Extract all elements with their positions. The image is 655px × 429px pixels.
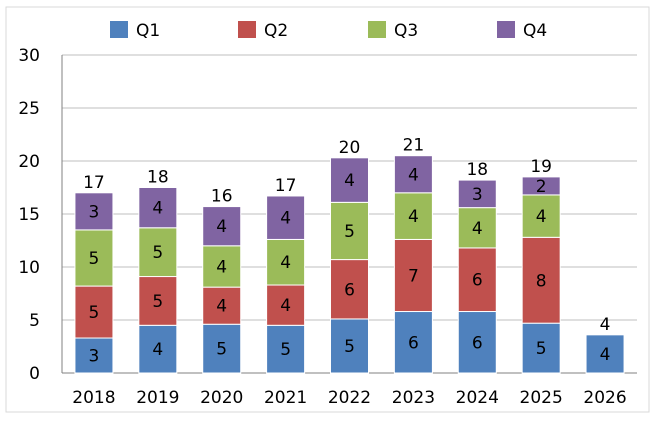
bar-segment-q1-2018 [74, 337, 114, 374]
legend-swatch-q1 [110, 21, 128, 38]
y-tick-label: 10 [18, 258, 40, 278]
bar-segment-q3-2024 [457, 207, 497, 249]
bar-segment-q3-2025 [521, 194, 561, 238]
data-label-q4-2025: 2 [536, 177, 547, 197]
data-label-q1-2018: 3 [89, 347, 100, 367]
data-label-q1-2021: 5 [280, 340, 291, 360]
data-label-q4-2020: 4 [216, 217, 227, 237]
bar-segment-q1-2024 [457, 311, 497, 374]
data-label-q2-2022: 6 [344, 280, 355, 300]
legend-swatch-q2 [238, 21, 256, 38]
data-label-q3-2018: 5 [89, 249, 100, 269]
total-label-2022: 20 [339, 138, 361, 158]
data-label-q3-2025: 4 [536, 207, 547, 227]
y-tick-label: 25 [18, 99, 40, 119]
total-label-2025: 19 [530, 157, 552, 177]
bar-segment-q3-2022 [330, 201, 369, 261]
bar-segment-q2-2022 [330, 259, 369, 320]
data-label-q2-2020: 4 [216, 297, 227, 317]
data-label-q1-2024: 6 [472, 333, 483, 353]
data-label-q1-2026: 4 [600, 345, 611, 365]
total-label-2021: 17 [275, 176, 297, 196]
bar-segment-q4-2021 [266, 195, 306, 240]
data-label-q3-2020: 4 [216, 257, 227, 277]
data-label-q4-2019: 4 [152, 199, 163, 219]
x-tick-label-2019: 2019 [136, 388, 179, 408]
y-tick-label: 30 [18, 46, 40, 66]
data-label-q1-2023: 6 [408, 333, 419, 353]
legend-swatch-q3 [368, 21, 386, 38]
data-label-q4-2021: 4 [280, 209, 291, 229]
bar-segment-q1-2023 [393, 311, 433, 374]
bar-segment-q1-2026 [585, 334, 625, 374]
x-tick-label-2018: 2018 [72, 388, 115, 408]
legend-label-q1: Q1 [136, 21, 160, 41]
bar-segment-q3-2020 [202, 245, 242, 288]
x-tick-label-2024: 2024 [456, 388, 499, 408]
data-label-q1-2020: 5 [216, 340, 227, 360]
bar-segment-q4-2019 [138, 187, 178, 229]
data-label-q3-2021: 4 [280, 253, 291, 273]
data-label-q4-2018: 3 [89, 202, 100, 222]
bar-segment-q2-2023 [393, 238, 433, 313]
bar-segment-q1-2025 [521, 322, 561, 374]
data-label-q4-2024: 3 [472, 185, 483, 205]
x-tick-label-2022: 2022 [328, 388, 371, 408]
x-tick-label-2020: 2020 [200, 388, 243, 408]
data-label-q1-2025: 5 [536, 339, 547, 359]
data-label-q2-2023: 7 [408, 266, 419, 286]
legend-label-q2: Q2 [264, 21, 288, 41]
data-label-q2-2018: 5 [89, 303, 100, 323]
y-tick-label: 15 [18, 205, 40, 225]
total-label-2020: 16 [211, 187, 233, 207]
bar-segment-q4-2022 [330, 157, 369, 203]
bar-segment-q4-2025 [521, 176, 561, 196]
x-tick-label-2021: 2021 [264, 388, 307, 408]
data-label-q3-2024: 4 [472, 219, 483, 239]
bar-segment-q2-2021 [266, 284, 306, 326]
total-label-2018: 17 [83, 173, 105, 193]
bar-segment-q3-2019 [138, 227, 178, 278]
bar-segment-q2-2024 [457, 247, 497, 313]
x-tick-label-2026: 2026 [583, 388, 626, 408]
y-tick-label: 5 [29, 311, 40, 331]
data-label-q2-2019: 5 [152, 292, 163, 312]
data-label-q1-2019: 4 [152, 340, 163, 360]
x-tick-label-2025: 2025 [520, 388, 563, 408]
bar-segment-q4-2023 [393, 155, 433, 194]
bar-segment-q4-2024 [457, 179, 497, 209]
total-label-2019: 18 [147, 168, 169, 188]
legend-label-q4: Q4 [523, 21, 547, 41]
x-tick-label-2023: 2023 [392, 388, 435, 408]
legend-swatch-q4 [497, 21, 515, 38]
total-label-2026: 4 [600, 315, 611, 335]
total-label-2023: 21 [403, 136, 425, 156]
bar-segment-q2-2025 [521, 236, 561, 324]
bar-segment-q3-2021 [266, 238, 306, 286]
y-tick-label: 0 [29, 364, 40, 384]
legend-label-q3: Q3 [394, 21, 418, 41]
total-label-2024: 18 [466, 160, 488, 180]
data-label-q2-2024: 6 [472, 271, 483, 291]
data-label-q2-2021: 4 [280, 296, 291, 316]
bar-segment-q1-2020 [202, 323, 242, 374]
data-label-q3-2022: 5 [344, 222, 355, 242]
bar-segment-q4-2020 [202, 206, 242, 247]
data-label-q2-2025: 8 [536, 271, 547, 291]
data-label-q4-2023: 4 [408, 165, 419, 185]
bar-segment-q4-2018 [74, 192, 114, 231]
chart-frame [5, 6, 650, 413]
data-label-q1-2022: 5 [344, 337, 355, 357]
data-label-q3-2023: 4 [408, 207, 419, 227]
bar-segment-q1-2022 [330, 318, 369, 374]
y-tick-label: 20 [18, 152, 40, 172]
data-label-q3-2019: 5 [152, 243, 163, 263]
bar-segment-q1-2021 [266, 324, 306, 374]
data-label-q4-2022: 4 [344, 171, 355, 191]
